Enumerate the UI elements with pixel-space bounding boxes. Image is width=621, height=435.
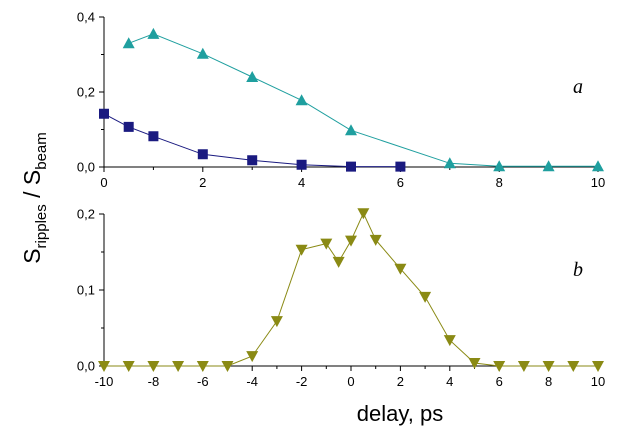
data-point <box>443 157 456 169</box>
x-tick-label: 2 <box>199 175 206 190</box>
x-tick-label: 4 <box>298 175 305 190</box>
data-point <box>345 235 357 247</box>
data-point <box>98 361 110 372</box>
x-tick-label: 10 <box>591 175 605 190</box>
data-point <box>419 291 432 303</box>
data-point <box>542 361 555 372</box>
data-point <box>270 316 283 328</box>
x-tick-label: -4 <box>246 374 258 389</box>
x-tick-label: 8 <box>496 175 503 190</box>
data-point <box>542 160 555 172</box>
panel-letter-b: b <box>573 259 583 281</box>
x-axis-title: delay, ps <box>357 401 443 426</box>
y-title-separator: / <box>19 185 45 204</box>
x-tick-label: 6 <box>496 374 503 389</box>
data-point <box>567 361 580 372</box>
x-tick-label: -6 <box>197 374 209 389</box>
x-tick-label: -10 <box>95 374 114 389</box>
data-point <box>122 37 135 49</box>
data-point <box>172 361 185 372</box>
y-axis-title: Sripples / Sbeam <box>19 132 50 264</box>
y-title-denominator-subscript: beam <box>33 132 50 170</box>
data-point <box>332 256 345 268</box>
data-point <box>246 71 259 82</box>
x-tick-label: -8 <box>148 374 160 389</box>
y-tick-label: 0,0 <box>77 160 95 175</box>
data-point <box>369 234 382 246</box>
data-point <box>99 108 109 119</box>
data-point <box>197 149 208 160</box>
series-1 <box>98 208 604 372</box>
data-point <box>493 160 506 172</box>
data-point <box>295 244 308 256</box>
data-point <box>394 263 407 275</box>
series-line <box>128 33 598 167</box>
data-point <box>246 351 259 363</box>
x-tick-label: 0 <box>347 374 354 389</box>
data-point <box>346 161 356 172</box>
x-tick-label: 10 <box>591 374 605 389</box>
panels: 0 2 4 6 8 10 0,0 0,2 0,4 a -10 -8 -6 -4 -2 0 2 4 6 8 10 0,0 0,… <box>77 10 605 390</box>
series-1 <box>122 27 604 172</box>
data-point <box>122 361 135 372</box>
data-point <box>468 357 481 369</box>
panel-b: -10 -8 -6 -4 -2 0 2 4 6 8 10 0,0 0,1 0,2 b <box>77 207 605 390</box>
x-tick-label: 0 <box>100 175 107 190</box>
series-2 <box>99 108 406 172</box>
data-point <box>395 161 406 172</box>
data-point <box>320 238 333 250</box>
y-tick-label: 0,1 <box>77 283 95 298</box>
panel-letter-a: a <box>573 76 583 98</box>
data-point <box>493 361 506 372</box>
data-point <box>196 47 209 59</box>
y-tick-label: 0,4 <box>77 10 95 25</box>
data-point <box>148 131 159 142</box>
y-tick-label: 0,2 <box>77 207 95 222</box>
x-tick-label: 4 <box>446 374 453 389</box>
y-title-denominator: S <box>19 170 45 185</box>
data-point <box>345 124 357 136</box>
y-title-main-subscript: ripples <box>33 204 50 248</box>
data-point <box>247 155 258 166</box>
data-point <box>147 361 160 372</box>
data-point <box>592 361 604 372</box>
x-tick-label: 8 <box>545 374 552 389</box>
y-title-main: S <box>19 248 45 263</box>
data-point <box>123 121 134 132</box>
data-point <box>147 27 160 39</box>
data-point <box>221 361 234 372</box>
y-tick-label: 0,2 <box>77 85 95 100</box>
panel-a: 0 2 4 6 8 10 0,0 0,2 0,4 a <box>77 10 605 191</box>
x-tick-label: 6 <box>397 175 404 190</box>
data-point <box>196 361 209 372</box>
x-tick-label: 2 <box>397 374 404 389</box>
data-point <box>295 94 308 106</box>
y-tick-label: 0,0 <box>77 359 95 374</box>
data-point <box>296 159 307 170</box>
data-point <box>517 361 530 372</box>
x-tick-label: -2 <box>296 374 308 389</box>
data-point <box>357 208 370 220</box>
data-point <box>592 160 604 172</box>
data-point <box>443 335 456 347</box>
